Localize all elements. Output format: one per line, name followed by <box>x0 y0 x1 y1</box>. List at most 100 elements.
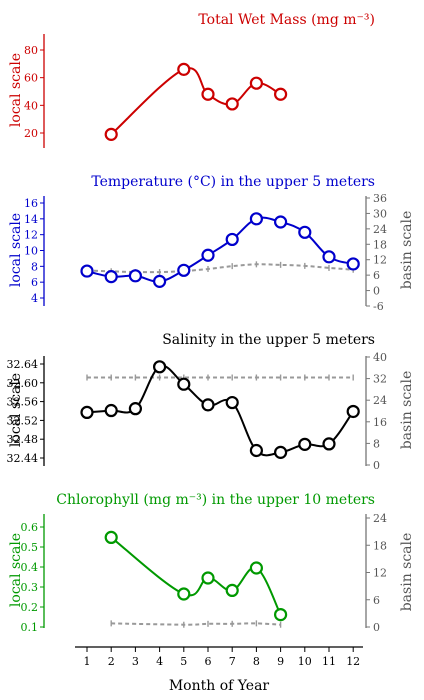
panel2-rtick-label-7: 36 <box>373 192 387 205</box>
panel4-local-point-1 <box>177 587 191 601</box>
panel2-ytick-label-1: 6 <box>31 276 38 289</box>
panel2-local-point-11 <box>346 257 360 271</box>
panel-3: 32.44 32.48 32.52 32.56 32.60 32.64 0 8 16 24 32 40 <box>7 351 388 472</box>
panel2-ytick-label-3: 10 <box>24 245 38 258</box>
panel2-local-line <box>86 216 354 283</box>
x-tick-label-11: 12 <box>346 655 360 668</box>
panel2-local-point-7 <box>249 212 263 226</box>
panel3-ytick-label-2: 32.52 <box>7 414 39 427</box>
panel4-local-point-4 <box>249 561 263 575</box>
panel4-ytick-label-0: 0.1 <box>21 621 39 634</box>
panel-2: 4 6 8 10 12 14 16 -6 0 6 12 18 24 30 36 <box>24 192 387 313</box>
panel1-ytick-label-0: 20 <box>24 127 38 140</box>
panel4-ytick-label-4: 0.5 <box>21 541 39 554</box>
panel2-rtick-label-2: 6 <box>373 269 380 282</box>
panel4-ylabel: local scale <box>8 533 24 607</box>
x-tick-label-9: 10 <box>298 655 312 668</box>
panel3-ytick-label-4: 32.60 <box>7 377 39 390</box>
x-tick-label-10: 11 <box>322 655 336 668</box>
panel2-rtick-label-4: 18 <box>373 238 387 251</box>
panel1-ylabel: local scale <box>8 53 24 127</box>
panel2-ytick-label-0: 4 <box>31 292 38 305</box>
panel3-rtick-label-0: 0 <box>373 459 380 472</box>
panel2-local-point-2 <box>128 269 142 283</box>
panel4-local-line <box>110 536 282 616</box>
panel4-rtick-label-2: 12 <box>373 567 387 580</box>
panel3-local-point-3 <box>153 360 167 374</box>
panel3-rtick-label-1: 8 <box>373 437 380 450</box>
panel2-local-point-3 <box>153 274 167 288</box>
x-axis: 1 2 3 4 5 6 7 8 9 10 11 12 <box>75 646 363 668</box>
panel1-title: Total Wet Mass (mg m⁻³) <box>198 12 375 28</box>
panel-4: 0.1 0.2 0.3 0.4 0.5 0.6 0 6 12 18 24 <box>21 512 388 634</box>
panel3-local-point-10 <box>322 437 336 451</box>
panel3-local-point-4 <box>177 377 191 391</box>
panel1-local-point-5 <box>274 87 288 101</box>
panel2-local-point-10 <box>322 250 336 264</box>
panel2-ytick-label-5: 14 <box>24 213 38 226</box>
x-tick-label-2: 3 <box>132 655 139 668</box>
panel4-ytick-label-2: 0.3 <box>21 581 39 594</box>
panel4-ytick-label-3: 0.4 <box>21 561 39 574</box>
x-tick-label-1: 2 <box>108 655 115 668</box>
panel3-local-point-6 <box>225 395 239 410</box>
panel3-ylabel: local scale <box>8 373 24 447</box>
panel2-ytick-label-2: 8 <box>31 260 38 273</box>
panel4-local-point-2 <box>201 571 215 585</box>
panel3-local-point-7 <box>249 443 263 458</box>
panel1-local-point-4 <box>249 76 263 90</box>
panel2-rtick-label-3: 12 <box>373 254 387 267</box>
panel1-ytick-label-2: 60 <box>24 72 38 85</box>
panel3-ytick-label-0: 32.44 <box>7 452 39 465</box>
panel2-rtick-label-1: 0 <box>373 285 380 298</box>
panel3-local-point-0 <box>80 405 94 420</box>
panel4-local-point-0 <box>104 530 118 545</box>
panel3-local-line <box>86 365 355 457</box>
panel2-rtick-label-6: 30 <box>373 207 387 220</box>
panel4-title: Chlorophyll (mg m⁻³) in the upper 10 met… <box>56 492 375 508</box>
panel3-local-point-9 <box>298 437 312 451</box>
panel1-local-point-3 <box>225 97 239 111</box>
panel3-title: Salinity in the upper 5 meters <box>162 332 375 348</box>
panel1-local-point-0 <box>104 127 118 141</box>
x-axis-label: Month of Year <box>169 678 270 694</box>
x-tick-label-7: 8 <box>253 655 260 668</box>
panel3-rtick-label-3: 24 <box>373 394 387 407</box>
panel2-local-point-0 <box>80 264 94 278</box>
panel-1: 20 40 60 80 <box>24 34 288 148</box>
panel4-basin-line <box>111 622 281 626</box>
panel4-local-point-3 <box>225 583 239 598</box>
panel2-basin-line <box>86 263 354 274</box>
panel4-ylabel-right: basin scale <box>399 533 415 612</box>
panel4-ytick-label-1: 0.2 <box>21 601 39 614</box>
panel1-local-point-2 <box>201 87 215 101</box>
panel3-ytick-label-1: 32.48 <box>7 433 39 446</box>
panel2-ytick-label-6: 16 <box>24 197 38 210</box>
panel3-ylabel-right: basin scale <box>399 371 415 450</box>
panel3-rtick-label-2: 16 <box>373 416 387 429</box>
panel4-local-point-5 <box>274 607 288 622</box>
panel2-local-point-8 <box>274 215 288 229</box>
panel1-local-point-1 <box>177 62 191 76</box>
panel2-title: Temperature (°C) in the upper 5 meters <box>91 174 375 190</box>
panel3-ytick-label-3: 32.56 <box>7 396 39 409</box>
x-tick-label-4: 5 <box>180 655 187 668</box>
panel1-ytick-label-3: 80 <box>24 44 38 57</box>
panel4-rtick-label-4: 24 <box>373 512 387 525</box>
panel1-ytick-label-1: 40 <box>24 99 38 112</box>
panel2-local-point-1 <box>104 270 118 284</box>
panel2-local-point-6 <box>225 232 239 247</box>
panel2-ylabel: local scale <box>8 213 24 287</box>
panel3-ytick-label-5: 32.64 <box>7 358 39 371</box>
panel4-rtick-label-3: 18 <box>373 539 387 552</box>
panel3-local-point-1 <box>104 403 118 418</box>
panel4-rtick-label-1: 6 <box>373 594 380 607</box>
panel3-rtick-label-5: 40 <box>373 351 387 364</box>
panel2-rtick-label-5: 24 <box>373 223 387 236</box>
panel2-ytick-label-4: 12 <box>24 229 38 242</box>
x-tick-label-6: 7 <box>229 655 236 668</box>
panel2-ylabel-right: basin scale <box>399 211 415 290</box>
panel3-local-point-8 <box>274 445 288 459</box>
panel4-rtick-label-0: 0 <box>373 621 380 634</box>
